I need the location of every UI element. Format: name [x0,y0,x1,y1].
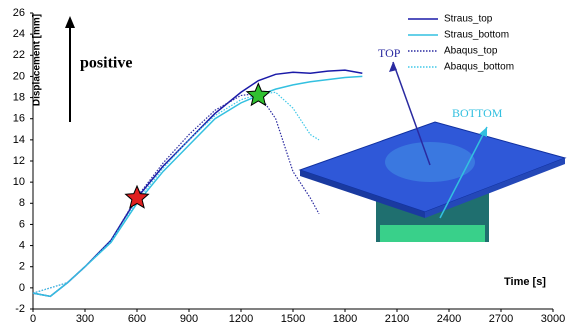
y-tick-label: 0 [19,282,25,294]
x-tick-label: 1500 [281,313,305,325]
x-tick-label: 600 [128,313,146,325]
series-line [33,92,319,293]
x-tick-label: 2700 [489,313,513,325]
series-line [33,76,362,296]
x-tick-label: 900 [180,313,198,325]
y-tick-label: 18 [13,91,25,103]
x-axis-label: Time [s] [504,276,546,288]
y-tick-label: 20 [13,70,25,82]
annotation: BOTTOM [452,106,503,120]
cylinder-base [380,225,485,242]
y-tick-label: -2 [15,303,25,315]
x-tick-label: 1800 [333,313,357,325]
x-tick-label: 2100 [385,313,409,325]
inset-image [300,62,565,242]
y-tick-label: 4 [19,239,25,251]
x-tick-label: 1200 [229,313,253,325]
y-tick-label: 22 [13,49,25,61]
y-tick-label: 14 [13,134,25,146]
legend-label: Straus_bottom [444,30,509,41]
y-tick-label: 24 [13,28,25,40]
annotation: TOP [378,46,401,60]
chart: TOP BOTTOM positive Displacement [mm] Ti… [0,0,569,326]
legend-label: Abaqus_top [444,46,498,57]
x-tick-label: 2400 [437,313,461,325]
y-tick-label: 8 [19,197,25,209]
arrowhead [65,16,75,28]
y-tick-label: 26 [13,7,25,19]
legend-label: Abaqus_bottom [444,62,514,73]
y-tick-label: 10 [13,176,25,188]
y-tick-label: 12 [13,155,25,167]
x-tick-label: 3000 [541,313,565,325]
legend-label: Straus_top [444,14,493,25]
series-line [33,93,319,293]
y-tick-label: 6 [19,218,25,230]
x-tick-label: 0 [30,313,36,325]
y-tick-label: 2 [19,261,25,273]
series-line [33,70,362,296]
annotation: positive [80,55,132,72]
y-tick-label: 16 [13,113,25,125]
x-tick-label: 300 [76,313,94,325]
